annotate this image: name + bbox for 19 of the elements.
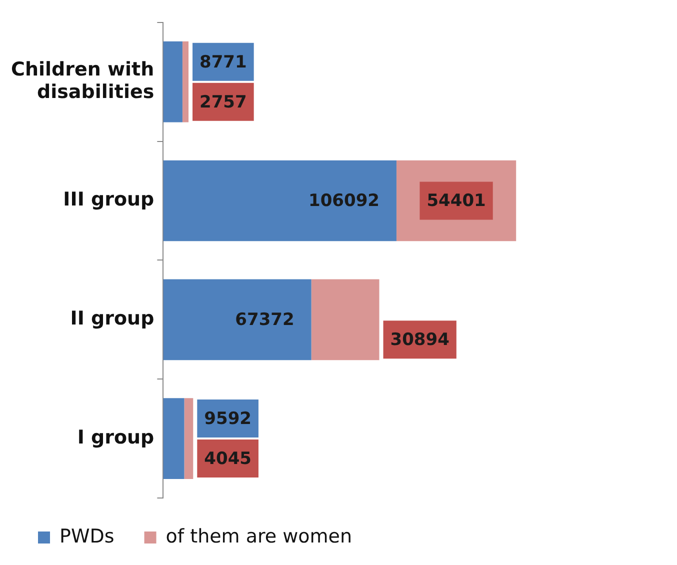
bar (163, 41, 182, 122)
legend-label: PWDs (60, 525, 114, 548)
bar (182, 41, 189, 122)
data-label: 67372 (235, 310, 294, 330)
data-label: 2757 (200, 92, 247, 112)
data-label: 4045 (204, 448, 252, 469)
data-label: 8771 (200, 52, 247, 72)
bar (311, 279, 380, 360)
data-label: 54401 (426, 191, 486, 212)
legend-label: of them are women (166, 525, 352, 548)
data-label: 9592 (204, 408, 252, 429)
bar (184, 398, 194, 479)
y-tick-label: I group (77, 426, 154, 448)
y-tick-label: II group (70, 308, 154, 330)
data-label: 106092 (308, 191, 380, 212)
y-tick-label: III group (63, 188, 154, 211)
bar (163, 398, 184, 479)
data-label: 30894 (390, 330, 450, 350)
y-tick-label: Children with disabilities (10, 58, 154, 104)
